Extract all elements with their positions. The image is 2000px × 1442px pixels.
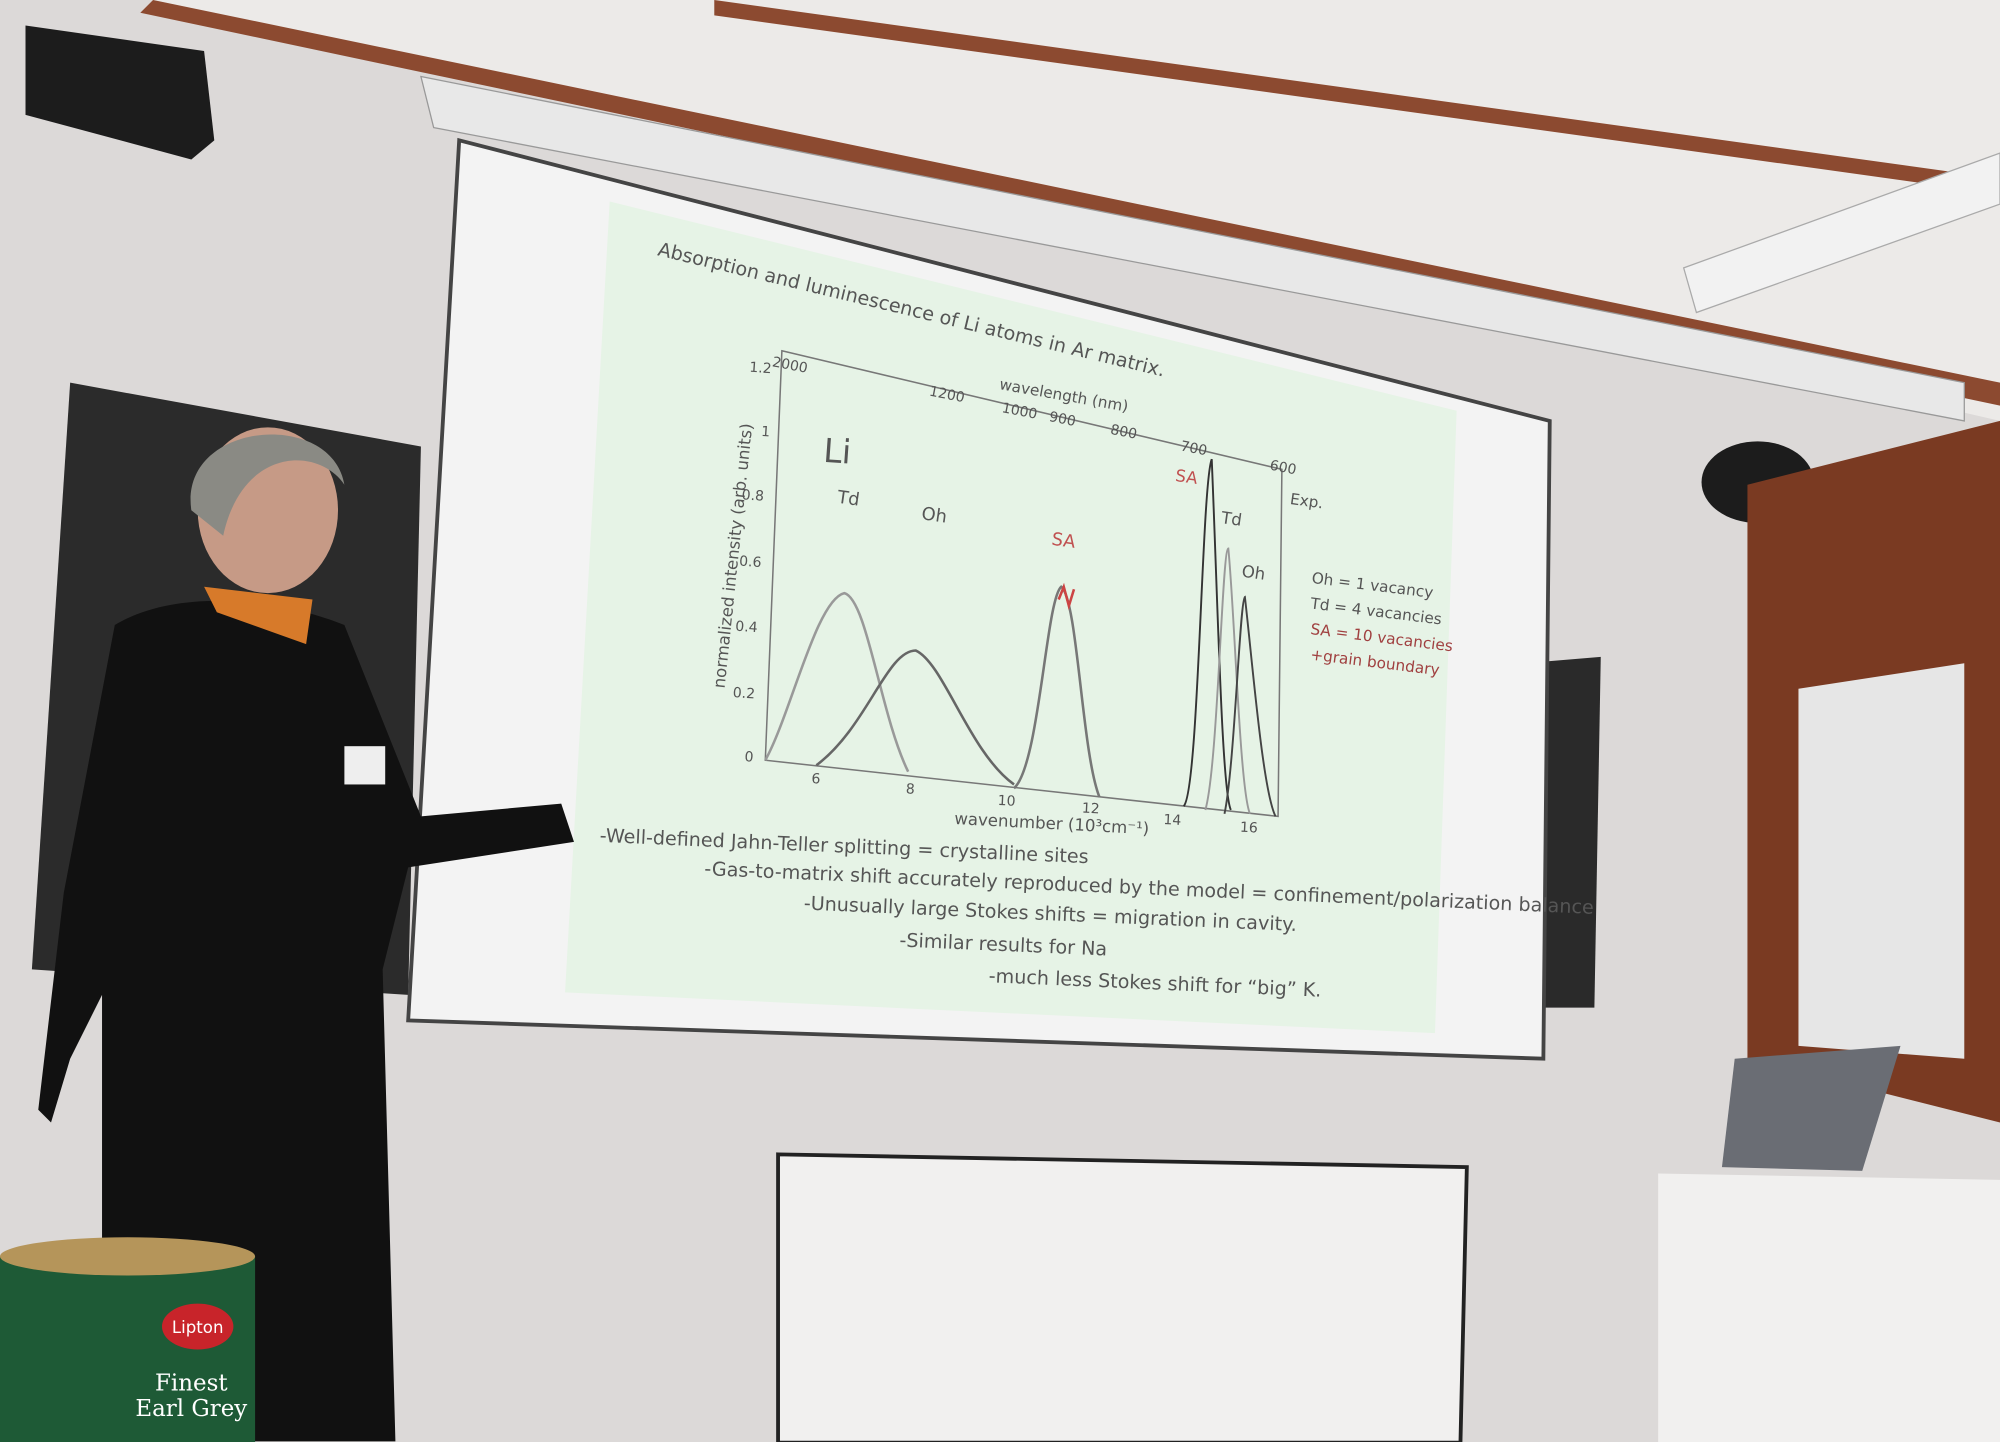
speaker — [25, 25, 215, 160]
peak-label: Td — [835, 487, 861, 511]
curve — [764, 591, 910, 773]
light-fixture — [1682, 152, 2000, 314]
tick-label: 0.6 — [739, 554, 762, 572]
tea-tin — [0, 1256, 256, 1442]
curve — [1013, 585, 1101, 798]
tick-label: 14 — [1163, 812, 1182, 829]
tick-label: 10 — [997, 793, 1016, 810]
tea-brand: Lipton — [172, 1318, 224, 1337]
slide — [565, 201, 1457, 1034]
peak-label: SA — [1174, 466, 1199, 488]
peak-label: Oh — [1241, 562, 1267, 584]
tick-label: 1200 — [928, 384, 966, 407]
element-label: Li — [822, 431, 852, 472]
tick-label: 900 — [1048, 409, 1077, 430]
screen-case — [420, 75, 1965, 422]
tick-label: 0.8 — [741, 487, 764, 505]
desk — [1658, 1173, 2000, 1442]
curve — [815, 649, 1015, 786]
ceiling — [153, 0, 2000, 421]
exp-label: Exp. — [1289, 490, 1324, 512]
tick-label: 0 — [744, 749, 754, 766]
tick-label: 700 — [1179, 438, 1208, 459]
tea-logo — [161, 1303, 234, 1350]
tick-label: 1.2 — [749, 360, 772, 378]
tea-label: Finest Earl Grey — [135, 1370, 247, 1422]
ceiling-beam — [714, 0, 2000, 194]
tick-label: 600 — [1268, 458, 1297, 479]
desk — [776, 1152, 1469, 1442]
tea-tin-lid — [0, 1237, 256, 1276]
presenter — [38, 600, 574, 1442]
tick-label: 1 — [761, 424, 771, 441]
tick-label: 8 — [905, 781, 915, 797]
presenter-hair — [190, 434, 345, 536]
laptop — [1721, 1045, 1901, 1171]
tick-label: 16 — [1240, 820, 1259, 837]
presenter-collar — [204, 586, 313, 645]
tick-label: 0.4 — [735, 619, 758, 637]
tick-label: 800 — [1109, 422, 1138, 443]
curve — [1204, 547, 1251, 815]
tick-label: 1000 — [1001, 400, 1039, 423]
curve — [1223, 595, 1277, 817]
tick-label: 0.2 — [732, 685, 755, 703]
tick-label: 12 — [1081, 801, 1100, 818]
peak-label: Oh — [920, 503, 948, 527]
name-badge — [344, 746, 386, 785]
tick-label: 6 — [811, 771, 821, 787]
plot-frame — [764, 349, 1283, 818]
window-blind — [1798, 663, 1965, 1059]
curve — [1057, 582, 1076, 611]
tick-label: 2000 — [771, 354, 809, 377]
curve — [1182, 458, 1232, 811]
peak-label: SA — [1050, 529, 1077, 553]
peak-label: Td — [1219, 508, 1243, 530]
